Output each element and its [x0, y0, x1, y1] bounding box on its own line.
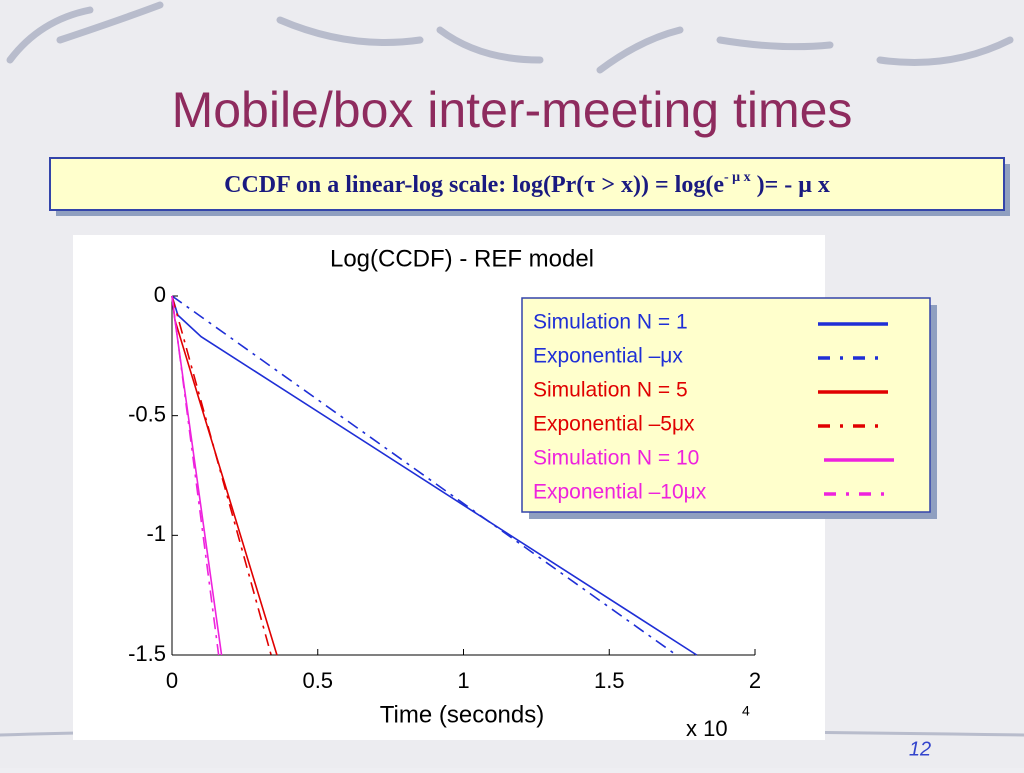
slide-title: Mobile/box inter-meeting times [172, 82, 853, 138]
x-tick-label: 1.5 [594, 668, 625, 693]
subtitle-box [49, 157, 1005, 211]
swirl [56, 1, 164, 44]
swirl [436, 26, 544, 64]
legend-label: Exponential –μx [533, 345, 683, 368]
chart-title: Log(CCDF) - REF model [330, 245, 594, 272]
series-line [171, 295, 272, 656]
series-line [171, 295, 677, 656]
swirl [276, 16, 424, 46]
legend-label: Exponential –5μx [533, 413, 695, 436]
swirl [876, 36, 1014, 66]
legend-label: Simulation N = 5 [533, 379, 688, 402]
subtitle-superscript: - μ x [724, 170, 751, 185]
subtitle: CCDF on a linear-log scale: log(Pr(τ > x… [224, 170, 830, 197]
swirl [6, 6, 94, 64]
x-multiplier: x 10 [686, 716, 728, 741]
y-tick-label: 0 [154, 282, 166, 307]
legend-label: Simulation N = 1 [533, 311, 688, 334]
x-tick-label: 2 [749, 668, 761, 693]
x-multiplier-exponent: 4 [742, 703, 750, 719]
swirl [716, 36, 834, 51]
x-axis-label: Time (seconds) [380, 701, 544, 728]
x-tick-label: 0.5 [302, 668, 333, 693]
page-number: 12 [909, 738, 931, 760]
legend-label: Exponential –10μx [533, 481, 707, 504]
legend-label: Simulation N = 10 [533, 447, 699, 470]
series-line [171, 295, 220, 656]
y-tick-label: -1 [146, 521, 166, 546]
y-tick-label: -1.5 [128, 641, 166, 666]
x-tick-label: 1 [457, 668, 469, 693]
subtitle-tail: )= - μ x [751, 172, 830, 198]
swirl [596, 26, 684, 74]
subtitle-text: CCDF on a linear-log scale: log(Pr(τ > x… [224, 172, 724, 198]
x-tick-label: 0 [166, 668, 178, 693]
legend-box [521, 297, 931, 513]
y-tick-label: -0.5 [128, 401, 166, 426]
